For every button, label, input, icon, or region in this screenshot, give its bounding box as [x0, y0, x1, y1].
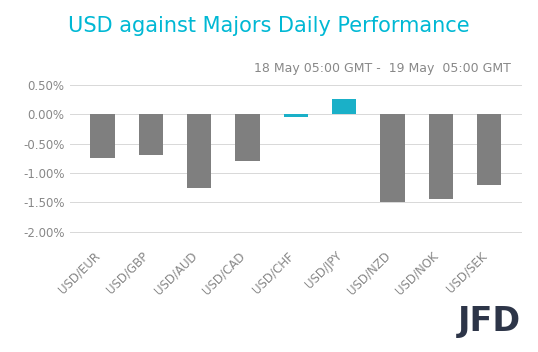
- Text: 18 May 05:00 GMT -  19 May  05:00 GMT: 18 May 05:00 GMT - 19 May 05:00 GMT: [254, 62, 511, 75]
- Bar: [332, 99, 356, 114]
- Bar: [90, 114, 115, 158]
- Bar: [187, 114, 211, 188]
- Text: JFD: JFD: [458, 305, 521, 338]
- Bar: [477, 114, 501, 185]
- Text: USD against Majors Daily Performance: USD against Majors Daily Performance: [68, 16, 470, 36]
- Bar: [236, 114, 260, 161]
- Bar: [380, 114, 405, 202]
- Bar: [139, 114, 163, 156]
- Bar: [429, 114, 453, 200]
- Bar: [284, 114, 308, 117]
